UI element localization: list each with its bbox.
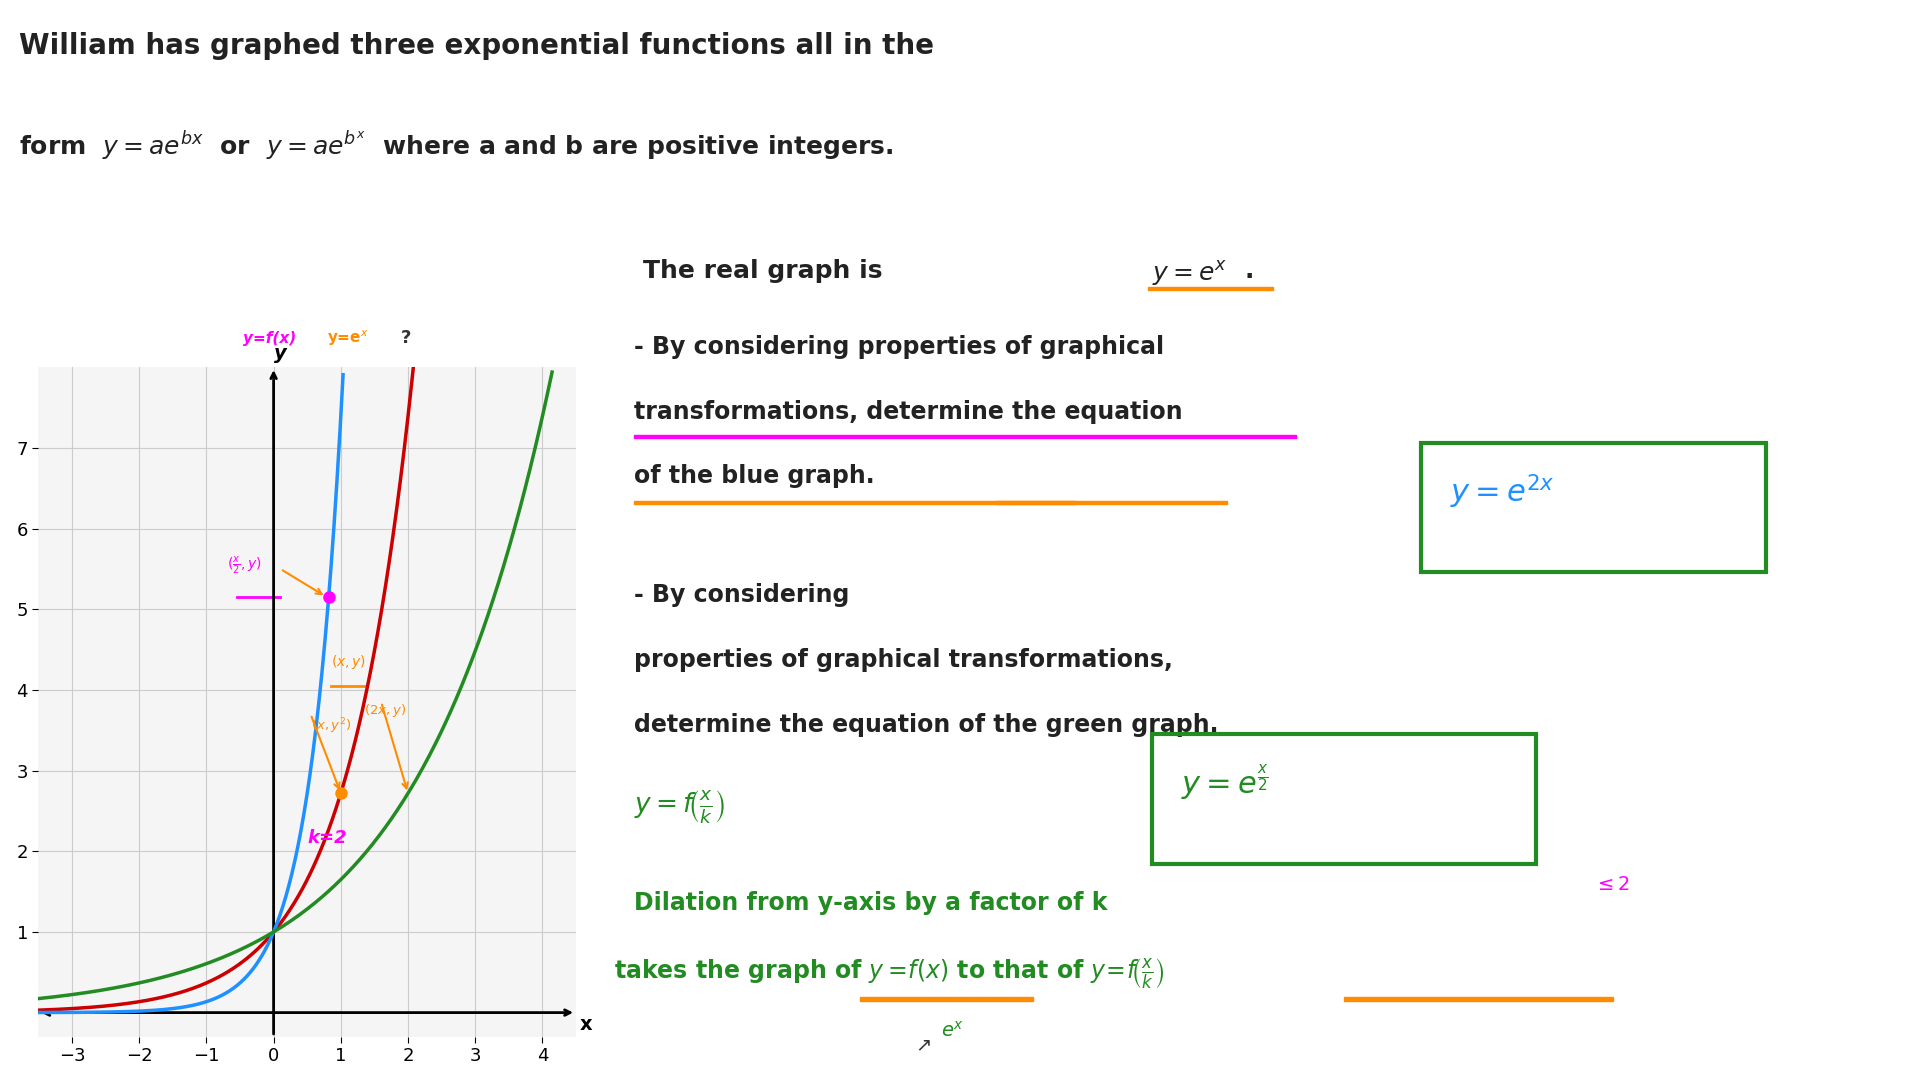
Text: y=e$^x$: y=e$^x$ (326, 328, 369, 348)
Text: $\nearrow$: $\nearrow$ (912, 1037, 931, 1056)
Text: $y=e^{\frac{x}{2}}$: $y=e^{\frac{x}{2}}$ (1181, 762, 1269, 804)
Text: $y=e^{2x}$: $y=e^{2x}$ (1450, 472, 1555, 511)
Text: form  $y=ae^{bx}$  or  $y = ae^{b^x}$  where a and b are positive integers.: form $y=ae^{bx}$ or $y = ae^{b^x}$ where… (19, 130, 895, 163)
Text: $(x,y)$: $(x,y)$ (330, 652, 367, 671)
Text: transformations, determine the equation: transformations, determine the equation (634, 400, 1183, 423)
Text: Dilation from y-axis by a factor of k: Dilation from y-axis by a factor of k (634, 891, 1108, 915)
Text: k=2: k=2 (307, 829, 348, 847)
Text: y=f(x): y=f(x) (244, 330, 296, 346)
Text: $y=e^x$: $y=e^x$ (1152, 259, 1227, 288)
Text: - By considering properties of graphical: - By considering properties of graphical (634, 335, 1164, 359)
Text: of the blue graph.: of the blue graph. (634, 464, 874, 488)
Text: - By considering: - By considering (634, 583, 849, 607)
Text: determine the equation of the green graph.: determine the equation of the green grap… (634, 713, 1217, 737)
Text: $(x,y^2)$: $(x,y^2)$ (311, 716, 351, 735)
Text: $e^x$: $e^x$ (941, 1021, 964, 1041)
Text: x: x (580, 1015, 591, 1035)
Text: properties of graphical transformations,: properties of graphical transformations, (634, 648, 1173, 672)
Text: ?: ? (401, 329, 411, 347)
Text: .: . (1244, 259, 1254, 283)
Text: $(2x,y)$: $(2x,y)$ (365, 702, 407, 719)
Text: $(\frac{x}{2},y)$: $(\frac{x}{2},y)$ (227, 554, 261, 576)
Text: $\leq 2$: $\leq 2$ (1594, 875, 1630, 894)
Text: takes the graph of $y=\!f(x)$ to that of $y\!=\!f\!\left(\frac{x}{k}\right)$: takes the graph of $y=\!f(x)$ to that of… (614, 956, 1165, 990)
Text: $y=f\!\left(\frac{x}{k}\right)$: $y=f\!\left(\frac{x}{k}\right)$ (634, 788, 724, 825)
Text: William has graphed three exponential functions all in the: William has graphed three exponential fu… (19, 32, 935, 60)
Text: The real graph is: The real graph is (643, 259, 891, 283)
Text: y: y (275, 345, 286, 363)
